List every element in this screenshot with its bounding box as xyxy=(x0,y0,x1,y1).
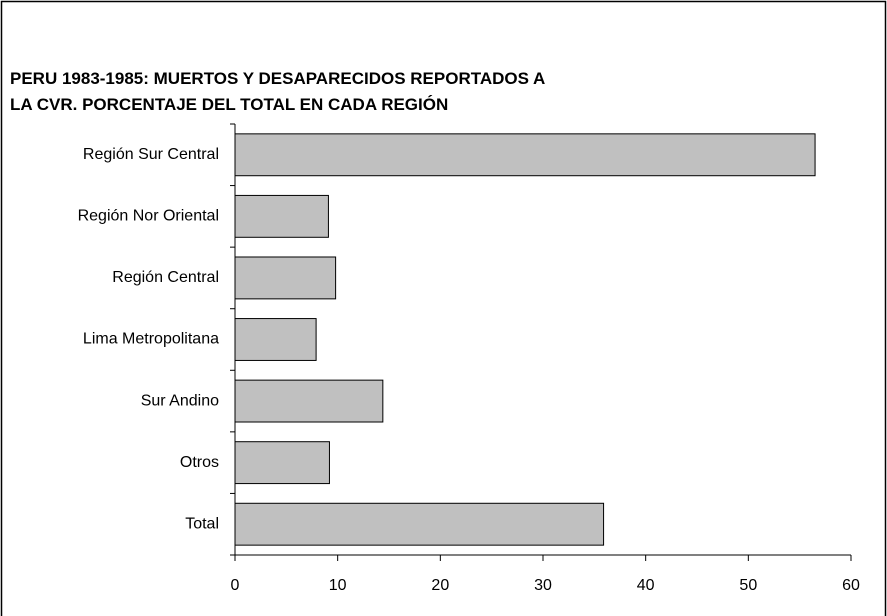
y-tick-label: Total xyxy=(185,515,219,532)
chart-title: LA CVR. PORCENTAJE DEL TOTAL EN CADA REG… xyxy=(10,95,448,114)
chart-title: PERU 1983-1985: MUERTOS Y DESAPARECIDOS … xyxy=(10,69,545,88)
bar xyxy=(234,194,329,238)
bar xyxy=(234,318,317,361)
y-tick-label: Otros xyxy=(180,454,219,471)
bar xyxy=(234,502,605,546)
x-tick-label: 0 xyxy=(231,577,240,594)
x-tick-label: 20 xyxy=(431,577,449,594)
y-tick-label: Región Sur Central xyxy=(83,146,219,163)
bar xyxy=(234,133,816,177)
bar xyxy=(234,256,337,300)
y-tick-label: Lima Metropolitana xyxy=(83,331,219,348)
x-tick-label: 30 xyxy=(534,577,552,594)
y-tick-label: Región Nor Oriental xyxy=(78,208,219,225)
y-tick-label: Región Central xyxy=(112,269,219,286)
x-tick-label: 10 xyxy=(329,577,347,594)
bar xyxy=(234,441,330,485)
x-tick-label: 40 xyxy=(637,577,655,594)
bar xyxy=(234,379,384,423)
x-tick-label: 50 xyxy=(739,577,757,594)
y-tick-label: Sur Andino xyxy=(141,392,219,409)
x-tick-label: 60 xyxy=(842,577,860,594)
